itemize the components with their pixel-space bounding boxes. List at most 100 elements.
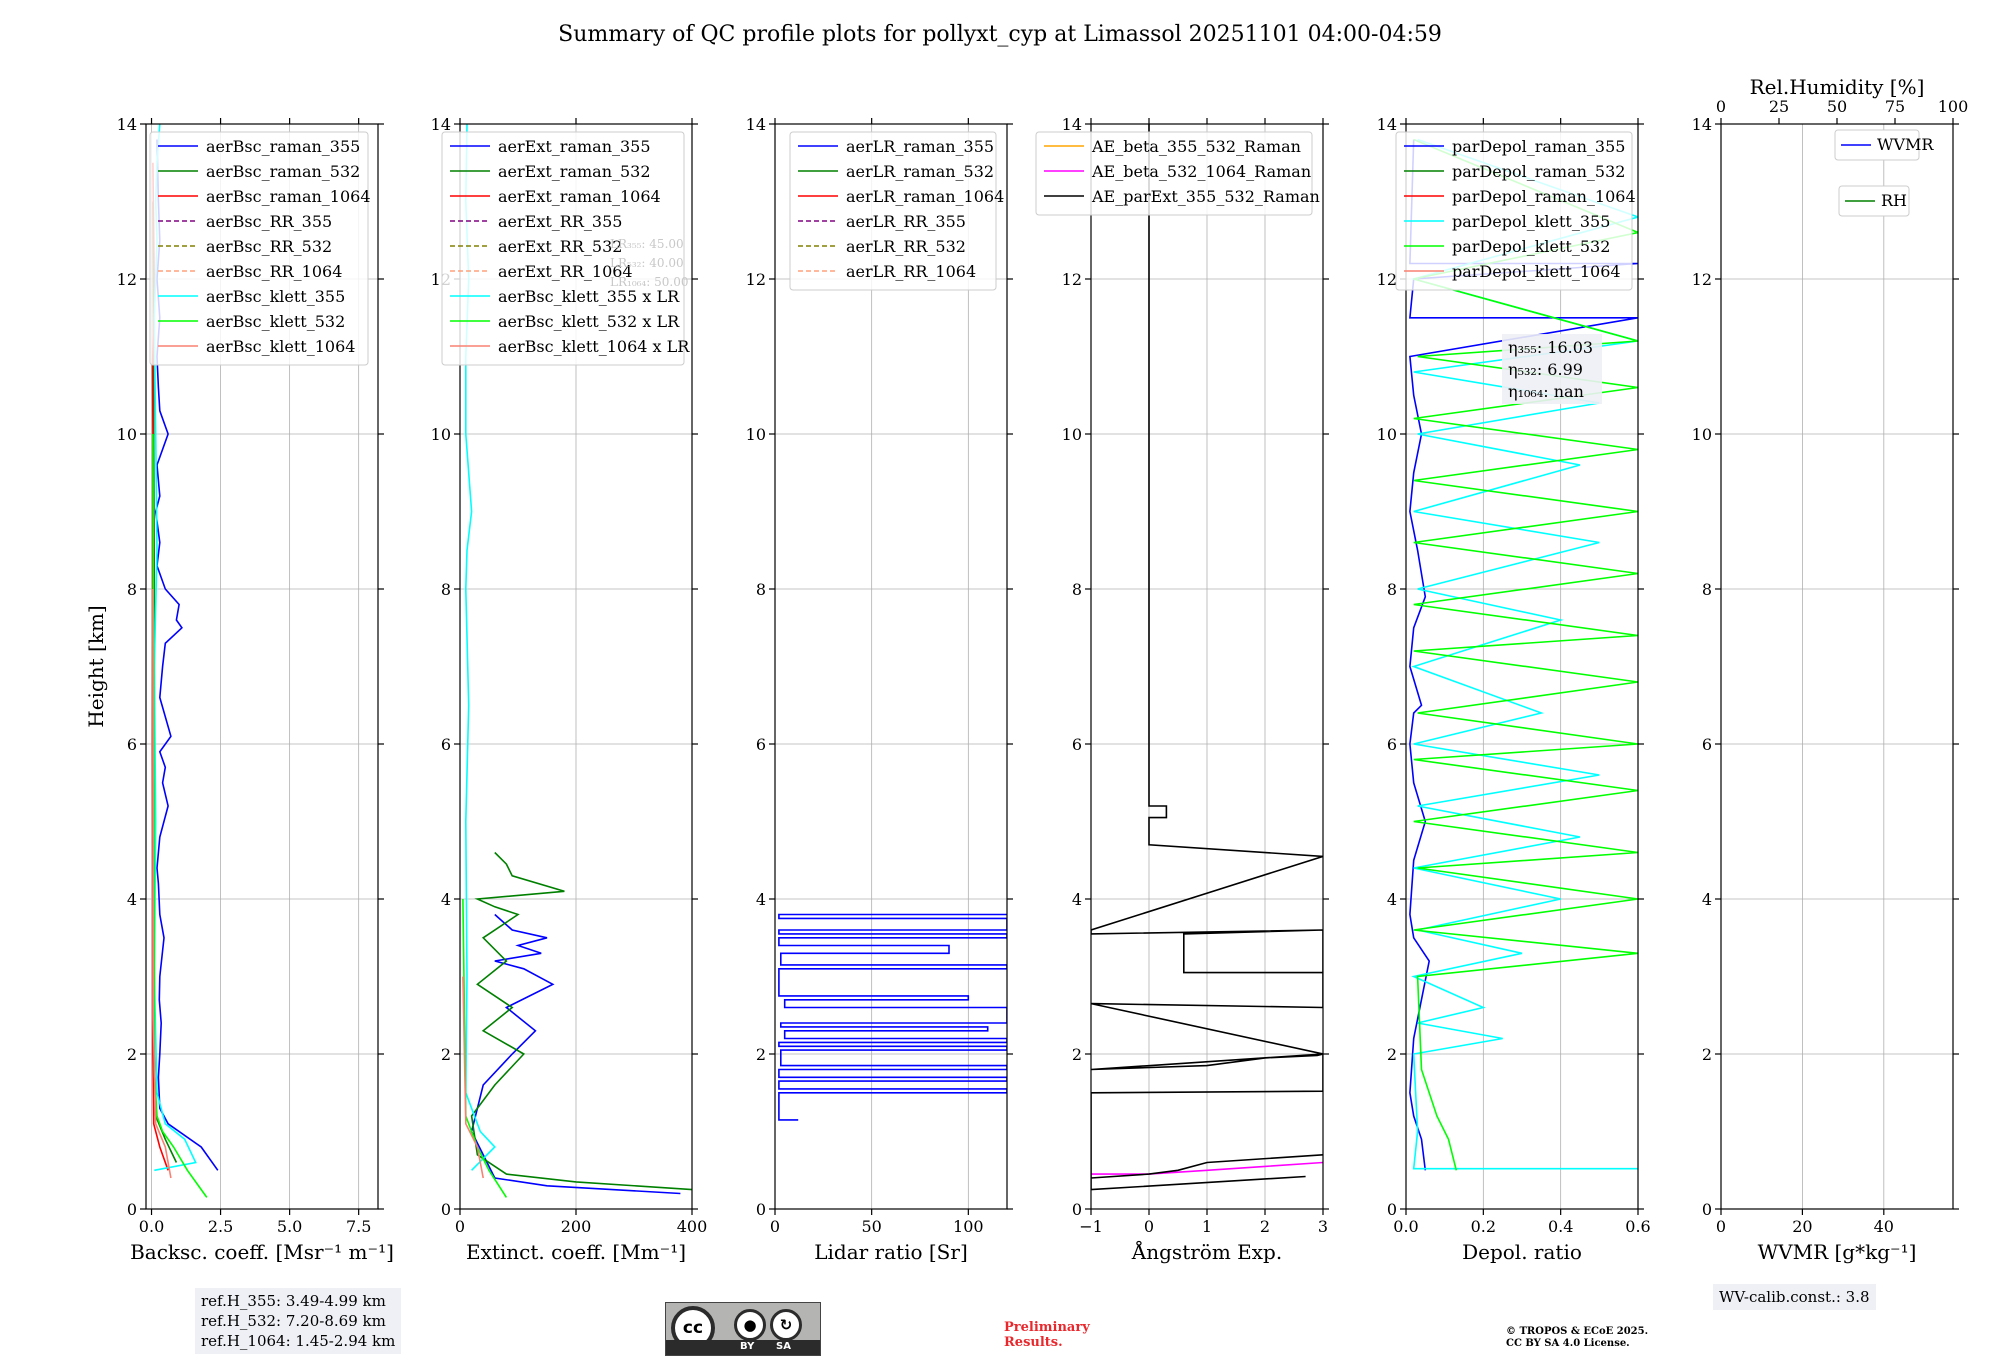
legend-label: aerBsc_raman_1064 (206, 187, 371, 206)
legend-label: aerLR_RR_532 (846, 237, 966, 256)
legend-label: aerBsc_klett_355 x LR (498, 287, 680, 306)
y-tick-label: 4 (1387, 890, 1397, 909)
series-aerBsc_klett_532 (152, 433, 208, 1198)
axes-frame (1720, 123, 1954, 1210)
legend-label: aerBsc_klett_355 (206, 287, 345, 306)
legend-label: aerBsc_klett_1064 (206, 337, 355, 356)
preliminary-note: Preliminary Results. (1004, 1320, 1090, 1350)
y-tick-label: 2 (1702, 1045, 1712, 1064)
y-tick-label: 2 (756, 1045, 766, 1064)
legend-label: parDepol_klett_532 (1452, 237, 1610, 256)
y-tick-label: 2 (127, 1045, 137, 1064)
y-tick-label: 0 (1702, 1200, 1712, 1219)
y-tick-label: 14 (746, 115, 766, 134)
legend: WVMR RH (1834, 129, 1934, 217)
y-tick-label: 14 (1062, 115, 1082, 134)
legend-label: aerBsc_raman_355 (206, 137, 360, 156)
y-tick-label: 12 (1692, 270, 1712, 289)
lidar-ratio-annotation: LR₅₃₂: 40.00 (610, 256, 684, 270)
y-tick-label: 10 (746, 425, 766, 444)
y-tick-label: 6 (1387, 735, 1397, 754)
legend-label: aerLR_RR_355 (846, 212, 966, 231)
y-tick-label: 8 (441, 580, 451, 599)
y-tick-label: 10 (1377, 425, 1397, 444)
x-axis-label: Backsc. coeff. [Msr⁻¹ m⁻¹] (130, 1240, 394, 1264)
x-tick-label: 200 (561, 1217, 592, 1236)
legend-label: parDepol_raman_532 (1452, 162, 1625, 181)
y-tick-label: 14 (117, 115, 137, 134)
eta-annotation: η₃₅₅: 16.03 (1508, 338, 1593, 357)
legend: AE_beta_355_532_Raman AE_beta_532_1064_Ra… (1035, 131, 1320, 216)
legend: aerExt_raman_355 aerExt_raman_532 aerExt_r… (441, 131, 690, 366)
x-tick-label: 2.5 (208, 1217, 233, 1236)
x-tick-label: 0.4 (1548, 1217, 1573, 1236)
legend-label: AE_beta_532_1064_Raman (1091, 162, 1311, 181)
y-tick-label: 4 (441, 890, 451, 909)
ref-height-1064: ref.H_1064: 1.45-2.94 km (201, 1332, 396, 1350)
x-axis-label: Lidar ratio [Sr] (814, 1240, 968, 1264)
y-tick-label: 8 (1387, 580, 1397, 599)
top-x-tick-label: 0 (1716, 97, 1726, 116)
legend-label: aerBsc_klett_1064 x LR (498, 337, 690, 356)
legend-label: aerLR_raman_532 (846, 162, 994, 181)
legend-label: aerExt_RR_1064 (498, 262, 633, 281)
x-axis-label: Extinct. coeff. [Mm⁻¹] (466, 1240, 686, 1264)
legend-label: parDepol_raman_355 (1452, 137, 1625, 156)
series-aerLR_raman_355 (778, 913, 1007, 1121)
y-tick-label: 8 (127, 580, 137, 599)
top-x-tick-label: 25 (1769, 97, 1789, 116)
y-tick-label: 10 (117, 425, 137, 444)
panel-backscatter: 0.0 2.5 5.0 7.5 0 2 4 6 8 10 12 14 Backsc. coeff. [M… (84, 115, 394, 1264)
series-aerExt_raman_532 (470, 851, 692, 1191)
legend-label: aerBsc_raman_532 (206, 162, 360, 181)
panel-wvmr: 0 20 40 0 2 4 6 8 10 12 14 WVMR [g*kg⁻¹] 0 25 50 75 100 R… (1692, 75, 1969, 1264)
y-tick-label: 4 (756, 890, 766, 909)
y-tick-label: 14 (1692, 115, 1712, 134)
x-tick-label: 50 (861, 1217, 881, 1236)
x-tick-label: 5.0 (277, 1217, 302, 1236)
axes-frame (145, 123, 379, 1210)
y-tick-label: 8 (756, 580, 766, 599)
y-tick-label: 2 (1387, 1045, 1397, 1064)
attribution-icon: ● (734, 1309, 766, 1341)
eta-annotation: η₅₃₂: 6.99 (1508, 360, 1583, 379)
x-tick-label: 7.5 (346, 1217, 371, 1236)
y-tick-label: 10 (1062, 425, 1082, 444)
x-tick-label: 1 (1202, 1217, 1212, 1236)
y-tick-label: 0 (127, 1200, 137, 1219)
series-aerBsc_klett_1064 (152, 588, 172, 1179)
y-tick-label: 4 (1072, 890, 1082, 909)
legend-label: parDepol_klett_355 (1452, 212, 1610, 231)
y-tick-label: 0 (1072, 1200, 1082, 1219)
series-aerBsc_klett_1064 x LR (462, 976, 484, 1179)
legend-label: aerLR_raman_355 (846, 137, 994, 156)
legend-label: AE_parExt_355_532_Raman (1091, 187, 1320, 206)
top-x-tick-label: 50 (1827, 97, 1847, 116)
y-axis-label: Height [km] (84, 605, 108, 727)
y-tick-label: 0 (756, 1200, 766, 1219)
legend-label: aerBsc_RR_355 (206, 212, 332, 231)
legend-label: parDepol_raman_1064 (1452, 187, 1636, 206)
panel-lidar_ratio: 0 50 100 0 2 4 6 8 10 12 14 Lidar ratio [Sr] aerLR_r… (746, 115, 1013, 1264)
x-tick-label: 0.6 (1625, 1217, 1650, 1236)
series-parDepol_raman_355 (1409, 139, 1638, 1171)
series-aerBsc_raman_355 (154, 139, 219, 1171)
x-tick-label: 40 (1874, 1217, 1894, 1236)
y-tick-label: 2 (1072, 1045, 1082, 1064)
legend-label: AE_beta_355_532_Raman (1091, 137, 1301, 156)
y-tick-label: 6 (441, 735, 451, 754)
series-aerExt_raman_355 (470, 913, 681, 1195)
axes-frame (1405, 123, 1639, 1210)
reference-height-box: ref.H_355: 3.49-4.99 km ref.H_532: 7.20-… (195, 1288, 402, 1354)
x-tick-label: 2 (1260, 1217, 1270, 1236)
figure-title: Summary of QC profile plots for pollyxt_… (558, 22, 1442, 47)
legend: aerLR_raman_355 aerLR_raman_532 aerLR_rama… (789, 131, 1004, 291)
legend: parDepol_raman_355 parDepol_raman_532 parD… (1395, 131, 1636, 291)
x-tick-label: 0 (455, 1217, 465, 1236)
y-tick-label: 10 (1692, 425, 1712, 444)
share-alike-icon: ↻ (770, 1309, 802, 1341)
top-x-tick-label: 100 (1938, 97, 1969, 116)
